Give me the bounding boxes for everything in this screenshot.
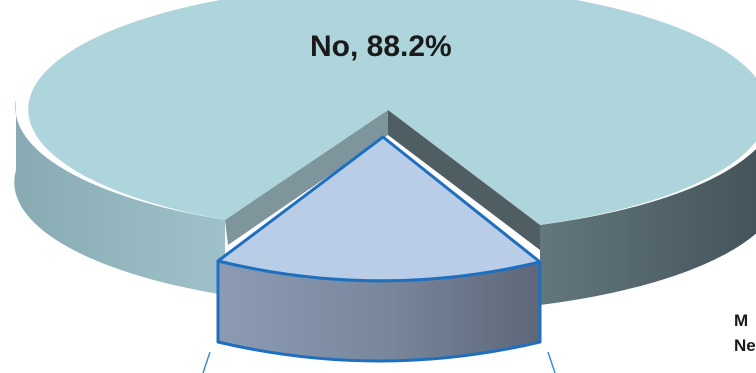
pie-cut-right [388, 110, 540, 250]
pie-side-left [14, 100, 226, 295]
pie-slice-exploded [216, 135, 542, 283]
leader-line [202, 351, 211, 373]
pie-side-right [540, 149, 756, 305]
annotation-text: M [734, 311, 749, 330]
pie-cut-left [225, 110, 388, 245]
data-label-no: No, 88.2% [310, 30, 452, 63]
pie-slice-no [28, 0, 756, 225]
leader-line [547, 351, 556, 373]
annotation-text: Ne [734, 336, 756, 355]
